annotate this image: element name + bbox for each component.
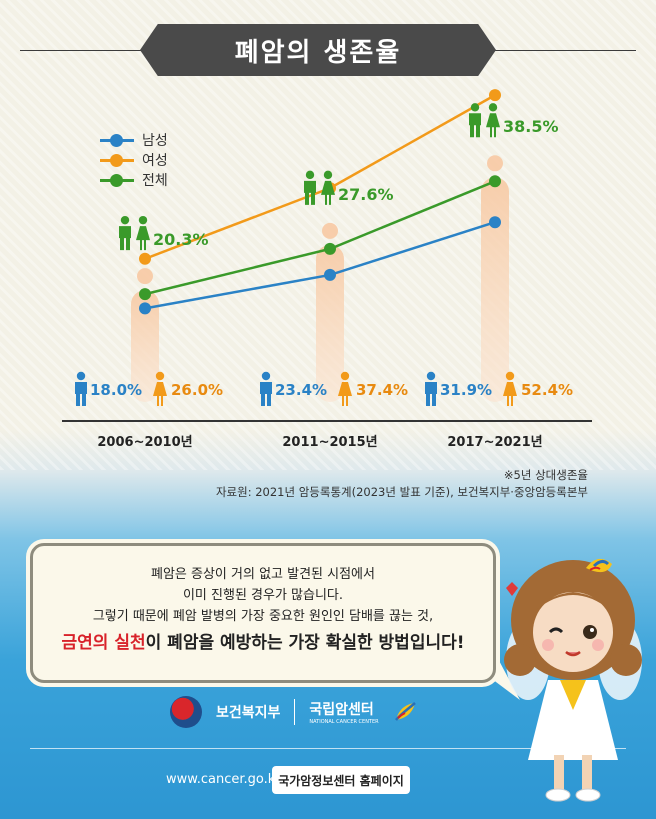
point-total <box>139 288 151 301</box>
male-person-icon <box>425 371 437 406</box>
column-highlight <box>316 244 344 402</box>
heart-icon <box>506 582 518 596</box>
ministry-name: 보건복지부 <box>216 705 281 721</box>
x-axis-line <box>62 420 592 422</box>
center-name: 국립암센터 <box>309 702 374 718</box>
legend-label-total: 전체 <box>142 173 168 189</box>
ministry-logo-icon <box>170 696 202 728</box>
message-line-1: 폐암은 증상이 거의 없고 발견된 시점에서 <box>151 567 375 582</box>
center-logo: 국립암센터 NATIONAL CANCER CENTER <box>309 699 378 725</box>
title-rule-right <box>490 50 636 51</box>
point-female <box>489 89 501 102</box>
center-leaf-icon <box>394 702 416 721</box>
point-total <box>324 242 336 255</box>
female-percent-label: 52.4% <box>521 381 574 399</box>
legend-label-male: 남성 <box>142 133 168 149</box>
mascot-illustration <box>504 558 642 802</box>
x-tick-label: 2011~2015년 <box>282 435 378 450</box>
footer-divider <box>30 748 626 749</box>
total-people-icon <box>469 103 500 138</box>
legend-swatch-total <box>100 173 134 187</box>
point-male <box>139 302 151 315</box>
column-cap <box>322 222 338 239</box>
homepage-button[interactable]: 국가암정보센터 홈페이지 <box>272 766 410 794</box>
male-person-icon <box>75 371 87 406</box>
column-cap <box>487 155 503 172</box>
total-percent-label: 27.6% <box>338 184 394 204</box>
point-male <box>324 268 336 281</box>
male-percent-label: 23.4% <box>275 381 328 399</box>
legend-item-male: 남성 <box>100 130 168 150</box>
total-people-icon <box>119 215 150 251</box>
legend-label-female: 여성 <box>142 153 168 169</box>
female-percent-label: 37.4% <box>356 381 409 399</box>
total-percent-label: 20.3% <box>153 230 209 250</box>
chart-svg <box>75 89 517 406</box>
footer-url-link[interactable]: www.cancer.go.kr <box>166 772 281 787</box>
total-percent-label: 38.5% <box>503 117 559 137</box>
speech-bubble: 폐암은 증상이 거의 없고 발견된 시점에서 이미 진행된 경우가 많습니다. … <box>30 543 496 683</box>
x-tick-label: 2006~2010년 <box>97 435 193 450</box>
male-percent-label: 18.0% <box>90 381 143 399</box>
total-people-icon <box>304 170 335 205</box>
message-line-2: 이미 진행된 경우가 많습니다. <box>182 588 344 603</box>
point-total <box>489 175 501 188</box>
logos: 보건복지부 국립암센터 NATIONAL CANCER CENTER <box>170 696 417 728</box>
male-percent-label: 31.9% <box>440 381 493 399</box>
column-highlight <box>481 177 509 402</box>
point-female <box>139 252 151 265</box>
column-highlight <box>131 290 159 402</box>
chart-legend: 남성 여성 전체 <box>100 130 168 190</box>
legend-swatch-male <box>100 133 134 147</box>
legend-item-female: 여성 <box>100 150 168 170</box>
legend-swatch-female <box>100 153 134 167</box>
x-tick-label: 2017~2021년 <box>447 435 543 450</box>
point-male <box>489 216 501 229</box>
source-note: 자료원: 2021년 암등록통계(2023년 발표 기준), 보건복지부·중앙암… <box>215 485 588 499</box>
center-subname: NATIONAL CANCER CENTER <box>309 719 379 725</box>
message-cta: 금연의 실천이 폐암을 예방하는 가장 확실한 방법입니다! <box>33 633 493 654</box>
female-percent-label: 26.0% <box>171 381 224 399</box>
female-person-icon <box>503 371 517 406</box>
legend-item-total: 전체 <box>100 170 168 190</box>
male-person-icon <box>260 371 272 406</box>
female-person-icon <box>153 371 167 406</box>
page-title: 폐암의 생존율 <box>140 24 496 76</box>
female-person-icon <box>338 371 352 406</box>
logo-separator <box>294 699 296 725</box>
column-cap <box>137 268 153 285</box>
cta-rest: 이 폐암을 예방하는 가장 확실한 방법입니다! <box>145 633 465 653</box>
cta-highlight: 금연의 실천 <box>61 633 146 653</box>
message-line-3: 그렇기 때문에 폐암 발병의 가장 중요한 원인인 담배를 끊는 것, <box>92 609 434 624</box>
title-rule-left <box>20 50 150 51</box>
footnote: ※5년 상대생존율 <box>503 468 588 482</box>
